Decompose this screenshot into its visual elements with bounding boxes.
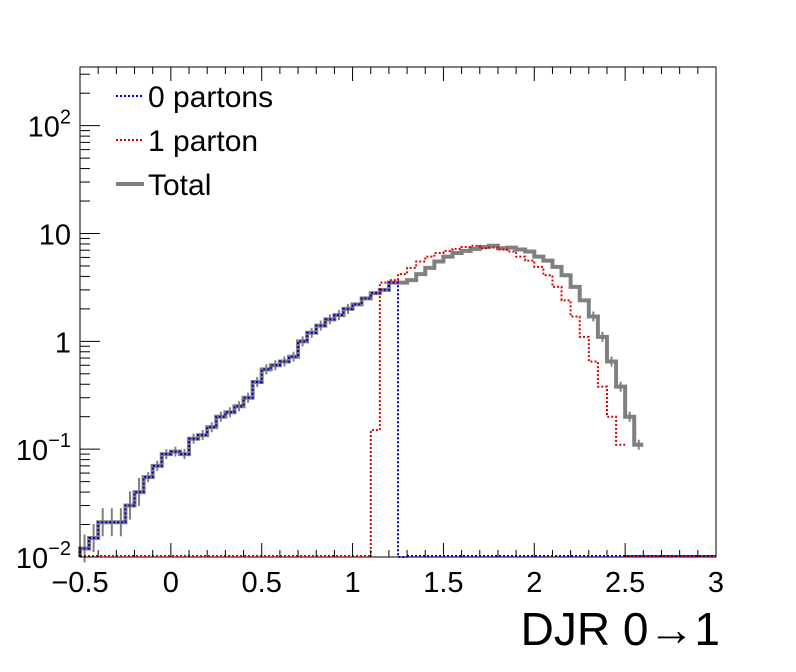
legend-label: Total [148,169,211,202]
x-tick-label: 1.5 [423,567,463,599]
x-axis-title: DJR 0→1 [521,603,720,655]
y-tick-exponent: 2 [60,107,71,129]
x-tick-label: 2 [526,567,542,599]
y-tick-value: 1 [55,327,71,359]
legend: 0 partons 1 parton Total [116,81,273,202]
y-tick-base: 10 [16,435,48,467]
x-tick-label: 0.5 [242,567,282,599]
legend-label: 0 partons [148,81,273,114]
legend-label: 1 parton [148,125,258,158]
y-tick-label: 10−2 [16,538,71,575]
series-line-0-partons [79,281,408,558]
x-tick-label: 3 [708,567,724,599]
y-tick-base: 10 [28,112,60,144]
y-tick-label: 10 [39,220,71,252]
y-tick-label: 102 [28,107,71,144]
y-tick-exponent: −2 [48,538,71,560]
y-tick-label: 1 [55,327,71,359]
y-tick-label: 10−1 [16,430,71,467]
series-line-1-parton [369,244,626,557]
y-tick-value: 10 [39,220,71,252]
x-tick-label: 0 [163,567,179,599]
y-tick-base: 10 [16,543,48,575]
series-line-total [78,243,644,557]
x-tick-label: −0.5 [51,567,108,599]
plot-frame [79,66,717,558]
x-tick-label: 1 [345,567,361,599]
series-layer [78,243,716,563]
y-tick-exponent: −1 [48,430,71,452]
x-tick-label: 2.5 [605,567,645,599]
